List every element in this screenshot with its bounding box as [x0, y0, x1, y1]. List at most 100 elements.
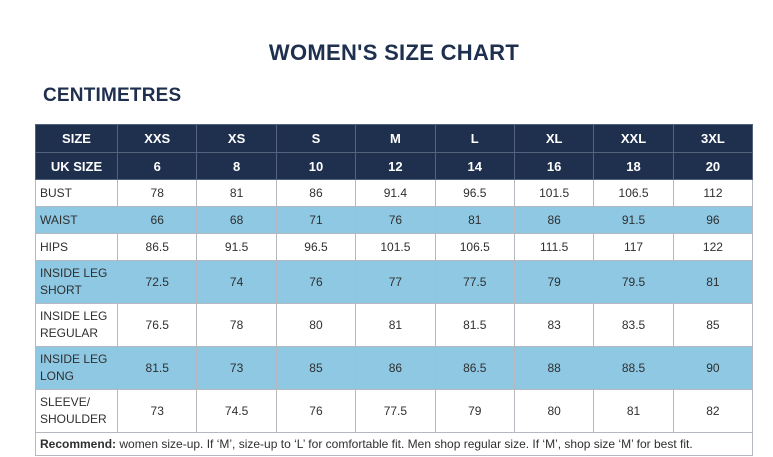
table-cell: 91.5 — [196, 233, 277, 261]
table-cell: 77.5 — [355, 389, 436, 433]
table-row-inside-leg-long: INSIDE LEG LONG 81.5 73 85 86 86.5 88 88.… — [35, 346, 754, 390]
table-cell: 72.5 — [116, 260, 198, 304]
table-cell: 77.5 — [434, 260, 515, 304]
uk-size-cell: 16 — [513, 152, 595, 180]
table-cell: 96.5 — [275, 233, 357, 261]
row-label-line: LONG — [40, 369, 75, 383]
row-label: WAIST — [35, 206, 118, 234]
table-cell: 78 — [196, 303, 277, 347]
table-cell: 76 — [275, 260, 357, 304]
table-cell: 68 — [196, 206, 277, 234]
table-cell: 85 — [672, 303, 754, 347]
table-cell: 81 — [593, 389, 674, 433]
table-cell: 80 — [275, 303, 357, 347]
size-header-cell: S — [275, 124, 357, 153]
table-cell: 101.5 — [513, 179, 595, 207]
table-cell: 88 — [513, 346, 595, 390]
uk-size-cell: 12 — [355, 152, 436, 180]
table-cell: 82 — [672, 389, 754, 433]
table-cell: 80 — [513, 389, 595, 433]
uk-size-cell: 18 — [593, 152, 674, 180]
table-cell: 106.5 — [434, 233, 515, 261]
table-cell: 79.5 — [593, 260, 674, 304]
size-chart-table: SIZE XXS XS S M L XL XXL 3XL UK SIZE 6 8… — [34, 124, 754, 456]
table-cell: 83.5 — [593, 303, 674, 347]
row-label: INSIDE LEG SHORT — [35, 260, 118, 304]
uk-size-cell: 6 — [116, 152, 198, 180]
row-label-line: SHOULDER — [40, 412, 107, 426]
table-cell: 111.5 — [513, 233, 595, 261]
table-cell: 76 — [275, 389, 357, 433]
row-label: HIPS — [35, 233, 118, 261]
table-cell: 106.5 — [593, 179, 674, 207]
size-header-cell: 3XL — [672, 124, 754, 153]
size-header-cell: M — [355, 124, 436, 153]
unit-heading: CENTIMETRES — [43, 85, 182, 106]
table-cell: 86.5 — [116, 233, 198, 261]
table-cell: 81.5 — [116, 346, 198, 390]
row-label-line: INSIDE LEG — [40, 266, 108, 280]
size-header-label: SIZE — [35, 124, 118, 153]
uk-size-cell: 8 — [196, 152, 277, 180]
table-cell: 86 — [355, 346, 436, 390]
row-label: INSIDE LEG REGULAR — [35, 303, 118, 347]
table-row-bust: BUST 78 81 86 91.4 96.5 101.5 106.5 112 — [35, 179, 754, 207]
table-cell: 112 — [672, 179, 754, 207]
table-cell: 86.5 — [434, 346, 515, 390]
recommendation-lead: Recommend: — [40, 437, 117, 451]
table-cell: 78 — [116, 179, 198, 207]
table-cell: 73 — [196, 346, 277, 390]
table-cell: 71 — [275, 206, 357, 234]
table-row-hips: HIPS 86.5 91.5 96.5 101.5 106.5 111.5 11… — [35, 233, 754, 261]
table-row-inside-leg-short: INSIDE LEG SHORT 72.5 74 76 77 77.5 79 79… — [35, 260, 754, 304]
row-label-line: REGULAR — [40, 326, 99, 340]
table-cell: 74 — [196, 260, 277, 304]
table-cell: 96.5 — [434, 179, 515, 207]
row-label-line: SHORT — [40, 283, 82, 297]
table-cell: 73 — [116, 389, 198, 433]
table-cell: 79 — [434, 389, 515, 433]
row-label-line: SLEEVE/ — [40, 395, 91, 409]
table-cell: 85 — [275, 346, 357, 390]
uk-size-cell: 20 — [672, 152, 754, 180]
uk-size-label: UK SIZE — [35, 152, 118, 180]
table-row-waist: WAIST 66 68 71 76 81 86 91.5 96 — [35, 206, 754, 234]
recommendation-note: Recommend: women size-up. If ‘M’, size-u… — [34, 432, 754, 456]
table-row-inside-leg-regular: INSIDE LEG REGULAR 76.5 78 80 81 81.5 83 … — [35, 303, 754, 347]
page-title: WOMEN'S SIZE CHART — [268, 40, 520, 65]
table-cell: 122 — [672, 233, 754, 261]
recommendation-text: women size-up. If ‘M’, size-up to ‘L’ fo… — [116, 437, 693, 451]
table-cell: 76 — [355, 206, 436, 234]
table-cell: 91.5 — [593, 206, 674, 234]
uk-size-cell: 14 — [434, 152, 515, 180]
table-cell: 83 — [513, 303, 595, 347]
table-cell: 101.5 — [355, 233, 436, 261]
row-label-line: INSIDE LEG — [40, 309, 108, 323]
table-cell: 86 — [513, 206, 595, 234]
size-header-cell: XL — [513, 124, 595, 153]
table-cell: 81.5 — [434, 303, 515, 347]
table-cell: 90 — [672, 346, 754, 390]
size-header-cell: XS — [196, 124, 277, 153]
recommendation-row: Recommend: women size-up. If ‘M’, size-u… — [34, 432, 754, 456]
table-cell: 88.5 — [593, 346, 674, 390]
table-cell: 81 — [672, 260, 754, 304]
table-cell: 86 — [275, 179, 357, 207]
table-cell: 91.4 — [355, 179, 436, 207]
table-cell: 66 — [116, 206, 198, 234]
row-label: SLEEVE/SHOULDER — [35, 389, 118, 433]
table-cell: 81 — [196, 179, 277, 207]
table-cell: 79 — [513, 260, 595, 304]
table-cell: 77 — [355, 260, 436, 304]
row-label-line: INSIDE LEG — [40, 352, 108, 366]
table-cell: 76.5 — [116, 303, 198, 347]
table-cell: 96 — [672, 206, 754, 234]
table-cell: 81 — [434, 206, 515, 234]
table-cell: 74.5 — [196, 389, 277, 433]
uk-size-row: UK SIZE 6 8 10 12 14 16 18 20 — [35, 152, 754, 180]
size-header-cell: L — [434, 124, 515, 153]
uk-size-cell: 10 — [275, 152, 357, 180]
size-header-row: SIZE XXS XS S M L XL XXL 3XL — [35, 124, 754, 153]
table-row-sleeve-shoulder: SLEEVE/SHOULDER 73 74.5 76 77.5 79 80 81… — [35, 389, 754, 433]
row-label: INSIDE LEG LONG — [35, 346, 118, 390]
